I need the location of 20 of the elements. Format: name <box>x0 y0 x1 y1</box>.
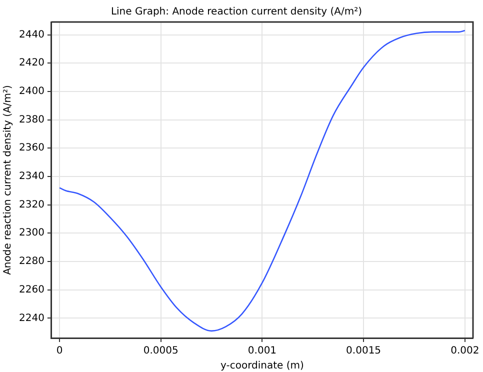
y-axis-title: Anode reaction current density (A/m²) <box>2 84 14 275</box>
y-tick-label: 2440 <box>18 29 44 40</box>
x-tick-label: 0.001 <box>248 346 277 357</box>
y-tick-label: 2360 <box>18 142 44 154</box>
y-tick-label: 2400 <box>18 86 44 98</box>
y-tick-label: 2380 <box>18 114 44 126</box>
y-tick-label: 2340 <box>18 171 44 182</box>
x-tick-label: 0.0015 <box>346 346 382 357</box>
y-tick-label: 2280 <box>18 256 44 268</box>
line-series <box>58 30 466 332</box>
y-tick-label: 2320 <box>18 199 44 210</box>
y-tick-label: 2420 <box>18 58 44 69</box>
y-tick-label: 2300 <box>18 228 44 239</box>
x-axis-title: y-coordinate (m) <box>220 360 304 372</box>
x-tick-label: 0.002 <box>450 346 480 357</box>
x-tick-label: 0 <box>56 346 63 357</box>
y-tick-label: 2240 <box>18 312 44 324</box>
y-tick-label: 2260 <box>18 284 44 296</box>
chart-title: Line Graph: Anode reaction current density (A/m²) <box>110 6 362 18</box>
x-tick-label: 0.0005 <box>143 346 178 357</box>
